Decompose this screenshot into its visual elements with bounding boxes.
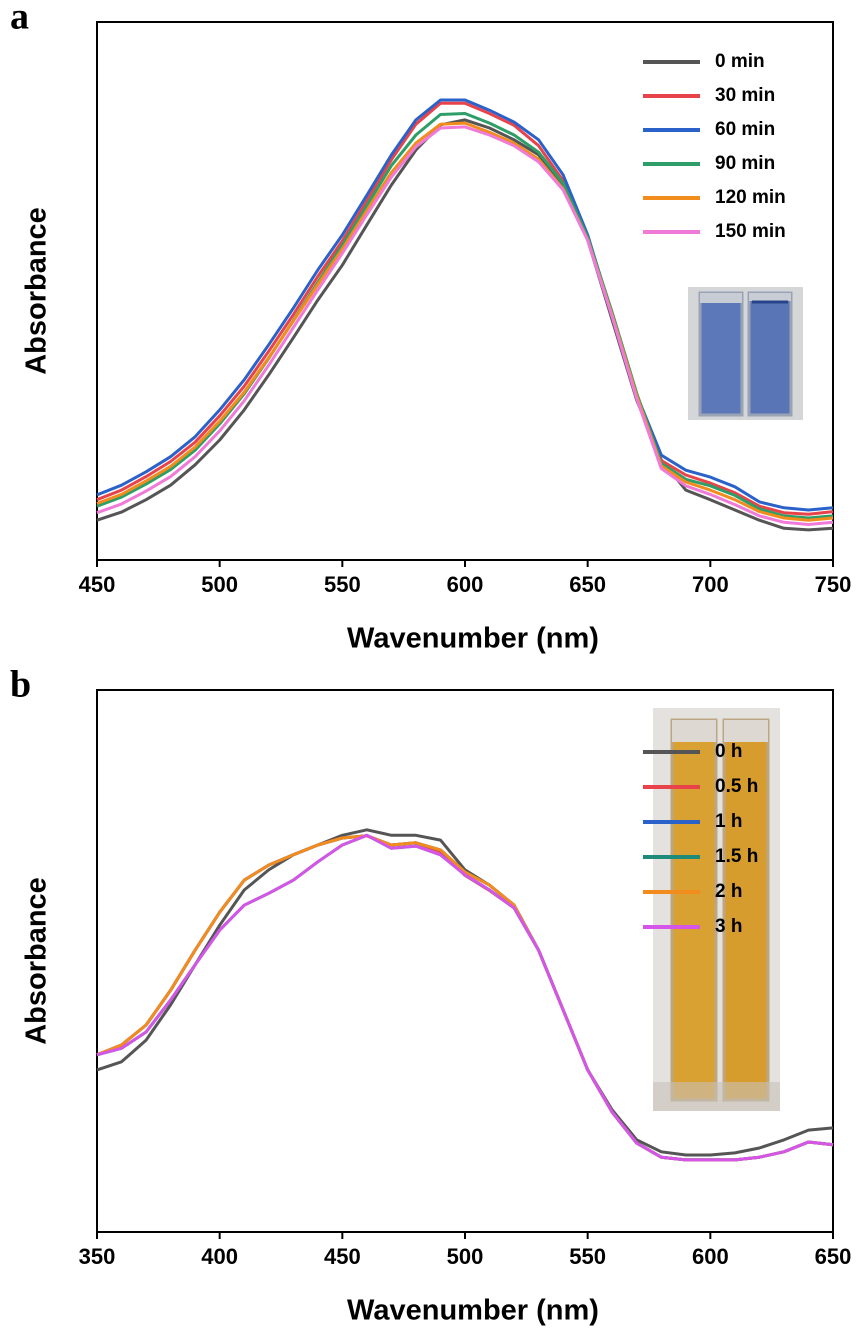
legend-label: 2 h [715,881,742,902]
x-tick-label: 650 [815,1244,852,1269]
legend-label: 120 min [715,187,786,208]
inset-photo-a [688,287,803,420]
legend-label: 0.5 h [715,776,758,797]
x-tick-label: 750 [815,572,852,597]
legend-label: 30 min [715,85,775,106]
x-tick-label: 500 [447,1244,484,1269]
panel-label: b [10,664,31,706]
legend-label: 3 h [715,916,742,937]
legend-label: 60 min [715,119,775,140]
series-line [96,118,834,532]
panel-label: a [10,0,29,38]
x-tick-label: 550 [569,1244,606,1269]
x-tick-label: 600 [447,572,484,597]
inset-photo-b [653,708,780,1111]
series-line [96,121,834,522]
x-tick-label: 600 [692,1244,729,1269]
legend-label: 0 h [715,741,742,762]
x-tick-label: 650 [569,572,606,597]
y-axis-title: Absorbance [21,207,53,375]
x-axis-title: Wavenumber (nm) [347,1295,599,1327]
series-line [96,828,834,1157]
x-tick-label: 450 [79,572,116,597]
series-line [96,125,834,526]
x-tick-label: 500 [201,572,238,597]
series-line [96,112,834,520]
legend-label: 150 min [715,221,786,242]
x-tick-label: 400 [201,1244,238,1269]
x-tick-label: 550 [324,572,361,597]
legend-label: 90 min [715,153,775,174]
series-line [96,98,834,512]
x-tick-label: 700 [692,572,729,597]
legend-label: 1.5 h [715,846,758,867]
x-tick-label: 350 [79,1244,116,1269]
x-axis-title: Wavenumber (nm) [347,623,599,655]
legend-label: 1 h [715,811,742,832]
y-axis-title: Absorbance [21,877,53,1045]
legend-label: 0 min [715,51,765,72]
x-tick-label: 450 [324,1244,361,1269]
series-line [96,101,834,516]
series-line [96,833,834,1162]
